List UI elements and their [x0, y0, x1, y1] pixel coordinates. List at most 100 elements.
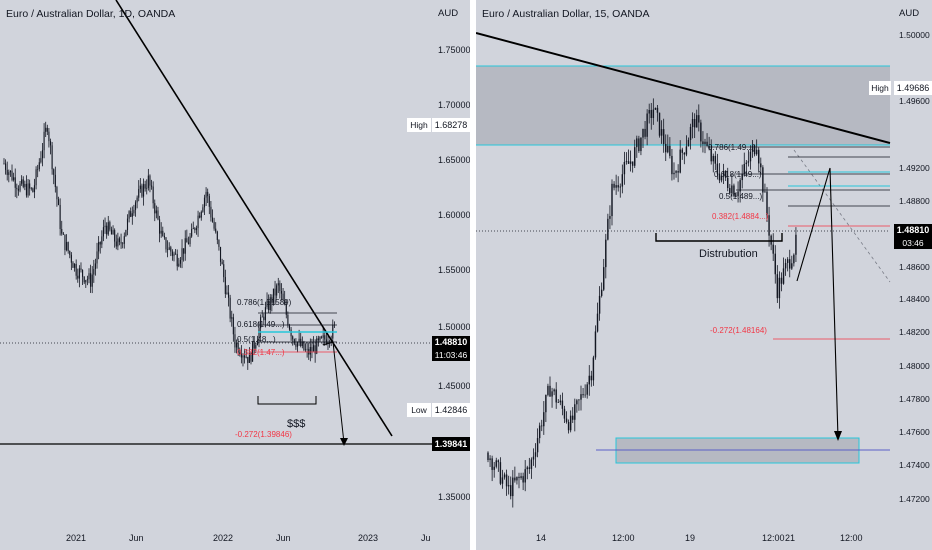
candle-body — [497, 460, 500, 463]
candle-body — [112, 230, 114, 235]
candle-body — [770, 235, 772, 245]
candle-body — [277, 283, 279, 286]
left-projection-arrowhead — [340, 438, 348, 446]
left-projection-path[interactable] — [322, 341, 345, 444]
candle-body — [274, 288, 276, 296]
candle-body — [216, 231, 218, 240]
right-dashed-trendline — [793, 149, 891, 283]
right-supply-zone[interactable] — [476, 66, 890, 145]
candle-body — [120, 242, 122, 244]
left-chart-panel[interactable]: 1.75000 1.70000 1.65000 1.60000 1.55000 … — [0, 0, 470, 550]
candle-body — [98, 242, 100, 252]
candle-body — [40, 158, 42, 163]
candle-body — [578, 399, 580, 401]
candle-body — [493, 466, 495, 470]
left-descending-trendline[interactable] — [115, 0, 393, 437]
candle-body — [677, 171, 679, 173]
right-price-tick: 1.48200 — [899, 327, 930, 337]
candle-body — [507, 485, 510, 487]
candle-body — [689, 126, 692, 140]
right-last-price-tag: 1.48810 — [894, 224, 932, 237]
candle-body — [168, 247, 170, 250]
right-chart-panel[interactable]: 1.50000 1.49600 1.49200 1.48800 1.48600 … — [476, 0, 932, 550]
candle-body — [322, 335, 324, 338]
candle-body — [72, 262, 74, 268]
candle-body — [69, 251, 71, 255]
candle-body — [735, 195, 737, 197]
right-distribution-bracket[interactable] — [655, 233, 783, 242]
candle-body — [149, 175, 151, 186]
candle-body — [501, 477, 504, 484]
candle-body — [636, 138, 638, 148]
candle-body — [223, 264, 225, 278]
left-range-bracket[interactable] — [257, 396, 317, 405]
candle-body — [175, 253, 177, 255]
candle-body — [747, 161, 750, 163]
candle-body — [696, 115, 698, 128]
right-fib-label: 0.382(1.4884...) — [712, 212, 769, 221]
right-price-tick: 1.48800 — [899, 196, 930, 206]
candle-body — [77, 275, 79, 279]
candle-body — [311, 347, 313, 352]
candle-body — [155, 210, 157, 214]
candle-body — [134, 202, 137, 210]
right-distribution-note: Distrubution — [699, 248, 758, 260]
candle-body — [743, 164, 745, 174]
candle-body — [14, 177, 16, 188]
candle-body — [762, 167, 764, 193]
left-high-tag: High — [407, 118, 431, 132]
right-descending-trendline[interactable] — [476, 32, 891, 144]
candle-body — [271, 297, 273, 303]
candle-body — [65, 242, 68, 251]
candle-body — [43, 131, 45, 151]
candle-body — [203, 197, 206, 208]
candle-body — [572, 415, 574, 420]
candle-body — [53, 169, 55, 175]
candle-body — [617, 185, 619, 188]
candle-body — [648, 110, 650, 114]
left-price-tick: 1.45000 — [438, 381, 470, 391]
candle-body — [67, 242, 69, 252]
candle-body — [691, 118, 694, 127]
candle-body — [681, 149, 683, 153]
candle-body — [789, 259, 791, 269]
candle-body — [590, 375, 593, 381]
right-time-tick: 21 — [785, 533, 795, 543]
candle-body — [184, 238, 186, 254]
left-price-tick: 1.60000 — [438, 210, 470, 220]
candle-body — [638, 138, 640, 152]
candle-body — [226, 292, 228, 294]
right-high-tag: High — [869, 81, 891, 95]
candle-body — [200, 211, 202, 218]
candle-body — [574, 404, 576, 420]
candle-body — [285, 304, 287, 315]
candle-body — [640, 137, 642, 152]
candle-body — [319, 336, 321, 341]
panel-divider[interactable] — [470, 0, 476, 550]
candle-body — [131, 213, 133, 217]
candle-body — [702, 141, 704, 145]
candle-body — [576, 400, 578, 405]
candle-body — [75, 263, 77, 276]
candle-body — [165, 237, 167, 250]
left-chart-canvas[interactable]: 1.75000 1.70000 1.65000 1.60000 1.55000 … — [0, 0, 470, 550]
candle-body — [596, 313, 599, 332]
candle-body — [24, 183, 26, 187]
left-price-tick: 1.55000 — [438, 265, 470, 275]
right-time-tick: 12:00 — [612, 533, 635, 543]
candle-body — [269, 297, 271, 311]
candle-body — [51, 145, 53, 170]
candle-body — [791, 263, 793, 269]
candle-body — [772, 244, 774, 254]
right-projection-path[interactable] — [796, 167, 839, 439]
left-price-tick: 1.75000 — [438, 45, 470, 55]
candle-body — [139, 185, 141, 189]
candle-body — [207, 191, 209, 197]
candle-body — [260, 317, 262, 329]
candle-body — [11, 170, 13, 180]
candle-body — [284, 300, 286, 305]
candle-body — [56, 187, 58, 200]
right-chart-canvas[interactable]: 1.50000 1.49600 1.49200 1.48800 1.48600 … — [476, 0, 932, 550]
candle-body — [199, 215, 201, 218]
candle-body — [489, 458, 491, 461]
